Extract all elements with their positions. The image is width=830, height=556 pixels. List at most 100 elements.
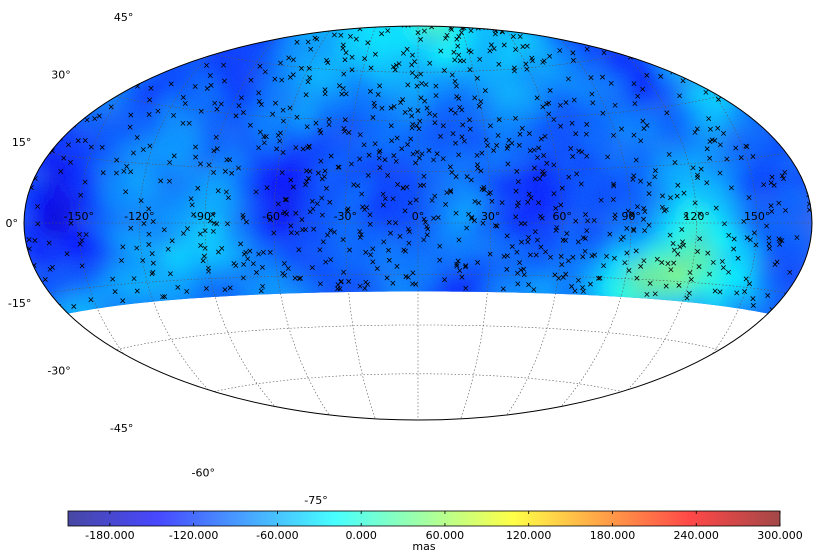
source-marker [212,100,218,106]
source-marker [692,129,698,135]
source-marker [766,241,772,247]
source-marker [499,200,505,206]
source-marker [475,260,481,265]
source-marker [294,230,300,236]
source-marker [743,276,749,282]
source-marker [453,140,458,146]
source-marker [524,66,530,72]
source-marker [513,115,518,121]
source-marker [614,0,618,1]
source-marker [377,148,383,154]
source-marker [276,26,282,31]
source-marker [419,80,425,86]
source-marker [684,295,690,301]
source-marker [261,140,267,146]
lat-tick-label: -75° [304,494,327,507]
source-marker [317,281,323,287]
source-marker [570,254,576,260]
source-marker [366,152,372,158]
source-marker [148,85,154,91]
source-marker [221,78,227,84]
source-marker [306,175,312,181]
source-marker [409,125,415,131]
source-marker [134,245,140,251]
source-marker [534,14,538,18]
source-marker [563,100,569,105]
source-marker [357,283,363,289]
source-marker [636,30,642,36]
source-marker [560,274,566,280]
source-marker [368,252,374,258]
source-marker [421,28,427,34]
source-marker [165,246,171,252]
source-marker [491,4,495,8]
source-marker [180,230,186,236]
source-marker [46,240,52,246]
source-marker [479,150,485,156]
source-marker [776,200,782,206]
source-marker [695,249,701,254]
source-marker [724,156,730,162]
source-marker [486,5,490,9]
source-marker [211,148,217,154]
source-marker [525,239,531,245]
source-marker [779,238,785,244]
source-marker [365,172,371,178]
source-marker [526,131,532,136]
source-marker [293,210,299,216]
source-marker [332,0,336,1]
map-boundary [23,25,813,421]
source-marker [551,162,557,168]
source-marker [315,170,321,176]
lat-tick-label: 0° [6,217,19,230]
source-marker [280,118,286,124]
source-marker [769,174,775,180]
source-marker [363,279,369,285]
source-marker [322,91,328,97]
source-marker [297,275,303,281]
source-marker [331,32,337,38]
source-marker [646,191,652,197]
source-marker [379,105,385,111]
source-marker [364,204,370,210]
source-marker [737,90,743,96]
source-marker [521,266,527,272]
source-marker [539,215,545,221]
source-marker [238,241,244,247]
source-marker [444,1,448,5]
source-marker [704,32,710,38]
source-marker [519,125,525,131]
source-marker [717,170,723,176]
source-marker [580,288,586,294]
source-marker [120,298,126,304]
source-marker [491,46,497,52]
source-marker [288,177,294,183]
source-marker [138,198,144,204]
source-marker [677,244,683,250]
source-marker [454,94,460,100]
source-marker [384,275,390,281]
source-marker [308,46,314,52]
source-marker [459,30,464,36]
source-marker [371,100,377,106]
source-marker [733,79,739,84]
source-marker [743,143,749,149]
source-marker [671,260,677,266]
colorbar-tick-label: 300.000 [757,529,803,542]
source-marker [569,284,575,289]
source-marker [256,98,262,104]
source-marker [433,93,439,99]
source-marker [557,48,563,54]
source-marker [410,151,416,157]
source-marker [633,157,639,163]
lat-tick-label: 15° [12,136,32,149]
source-marker [638,263,644,269]
source-marker [168,42,174,48]
source-marker [444,32,450,38]
source-marker [160,294,166,300]
source-marker [751,230,757,236]
source-marker [169,238,175,244]
source-marker [149,271,155,277]
source-marker [124,164,130,170]
source-marker [515,179,521,185]
